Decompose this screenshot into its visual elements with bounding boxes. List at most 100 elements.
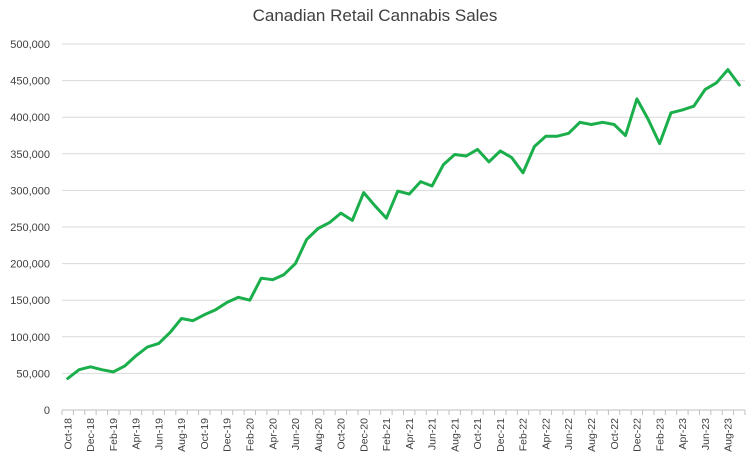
data-point [442, 163, 445, 166]
data-point [123, 364, 126, 368]
chart-title: Canadian Retail Cannabis Sales [252, 6, 498, 25]
y-tick-label: 150,000 [10, 295, 50, 307]
x-tick-label: Aug-22 [586, 418, 598, 452]
x-tick-label: Feb-20 [244, 418, 256, 451]
data-point [328, 221, 331, 224]
data-point [214, 308, 217, 311]
data-point [305, 238, 308, 241]
data-point [601, 121, 604, 124]
x-tick-label: Oct-21 [472, 418, 484, 450]
data-point [726, 68, 730, 71]
x-tick-label: Feb-19 [108, 418, 120, 451]
data-point [407, 192, 411, 196]
data-point [612, 123, 616, 126]
x-tick-label: Aug-23 [723, 418, 735, 452]
x-tick-label: Oct-19 [199, 418, 211, 450]
y-tick-label: 450,000 [10, 76, 50, 88]
data-point [487, 160, 491, 164]
data-point [567, 132, 570, 135]
data-point [738, 83, 741, 87]
data-point [168, 331, 172, 334]
x-tick-label: Oct-22 [609, 418, 621, 450]
y-tick-label: 300,000 [10, 185, 50, 197]
data-point [112, 370, 115, 374]
data-point [157, 342, 160, 345]
data-point [237, 296, 240, 299]
data-point [647, 118, 650, 121]
data-point [624, 134, 627, 137]
x-tick-label: Aug-19 [176, 418, 188, 452]
data-point [703, 88, 707, 91]
data-point [339, 211, 343, 215]
data-point [396, 189, 400, 193]
x-tick-label: Jun-19 [153, 418, 165, 450]
data-point [635, 97, 639, 101]
data-point [476, 148, 479, 151]
x-tick-label: Feb-22 [518, 418, 530, 451]
x-tick-label: Jun-23 [700, 418, 712, 450]
x-tick-label: Dec-19 [222, 418, 234, 452]
x-tick-label: Apr-19 [131, 418, 143, 450]
data-point [89, 365, 92, 369]
data-point [146, 345, 149, 349]
x-tick-label: Dec-20 [358, 418, 370, 452]
data-point [225, 301, 229, 304]
data-point [453, 153, 456, 156]
y-tick-label: 100,000 [10, 332, 50, 344]
data-point [533, 145, 536, 148]
data-point [134, 354, 138, 358]
sales-series-line [66, 68, 741, 380]
y-tick-label: 50,000 [16, 368, 50, 380]
data-point [77, 368, 81, 371]
data-point [260, 277, 263, 280]
data-point [385, 217, 388, 220]
data-point [282, 273, 286, 276]
x-tick-label: Feb-23 [654, 418, 666, 451]
data-point [521, 171, 525, 175]
y-tick-label: 400,000 [10, 112, 50, 124]
data-point [271, 278, 274, 281]
x-tick-label: Apr-22 [540, 418, 552, 450]
x-tick-label: Aug-21 [449, 418, 461, 452]
data-point [316, 227, 320, 230]
data-point [203, 313, 206, 317]
data-point [351, 219, 354, 222]
x-tick-label: Dec-18 [85, 418, 97, 452]
y-tick-label: 350,000 [10, 149, 50, 161]
x-tick-label: Aug-20 [313, 418, 325, 452]
data-point [544, 135, 547, 138]
x-tick-label: Jun-20 [290, 418, 302, 450]
x-tick-label: Oct-20 [336, 418, 348, 450]
data-point [430, 184, 434, 188]
data-point [362, 191, 365, 194]
data-point [191, 319, 195, 322]
y-tick-label: 500,000 [10, 39, 50, 51]
data-point [248, 299, 252, 302]
data-point [294, 262, 297, 265]
data-point [578, 121, 582, 124]
x-tick-label: Apr-20 [267, 418, 279, 450]
data-point [373, 204, 377, 207]
data-point [464, 154, 468, 158]
y-tick-label: 200,000 [10, 259, 50, 271]
x-tick-label: Jun-21 [427, 418, 439, 450]
x-tick-label: Dec-22 [632, 418, 644, 452]
data-point [669, 111, 673, 115]
x-tick-label: Apr-23 [677, 418, 689, 450]
data-point [715, 81, 718, 84]
data-point [681, 108, 684, 112]
x-tick-label: Oct-18 [62, 418, 74, 450]
data-point [66, 377, 69, 380]
data-point [419, 180, 422, 183]
y-tick-label: 0 [44, 405, 50, 417]
data-point [499, 149, 502, 153]
data-point [590, 123, 593, 126]
x-tick-label: Feb-21 [381, 418, 393, 451]
data-point [555, 135, 559, 138]
data-point [100, 368, 104, 371]
data-point [692, 105, 695, 108]
x-tick-label: Apr-21 [404, 418, 416, 450]
data-point [658, 142, 661, 145]
y-tick-label: 250,000 [10, 222, 50, 234]
